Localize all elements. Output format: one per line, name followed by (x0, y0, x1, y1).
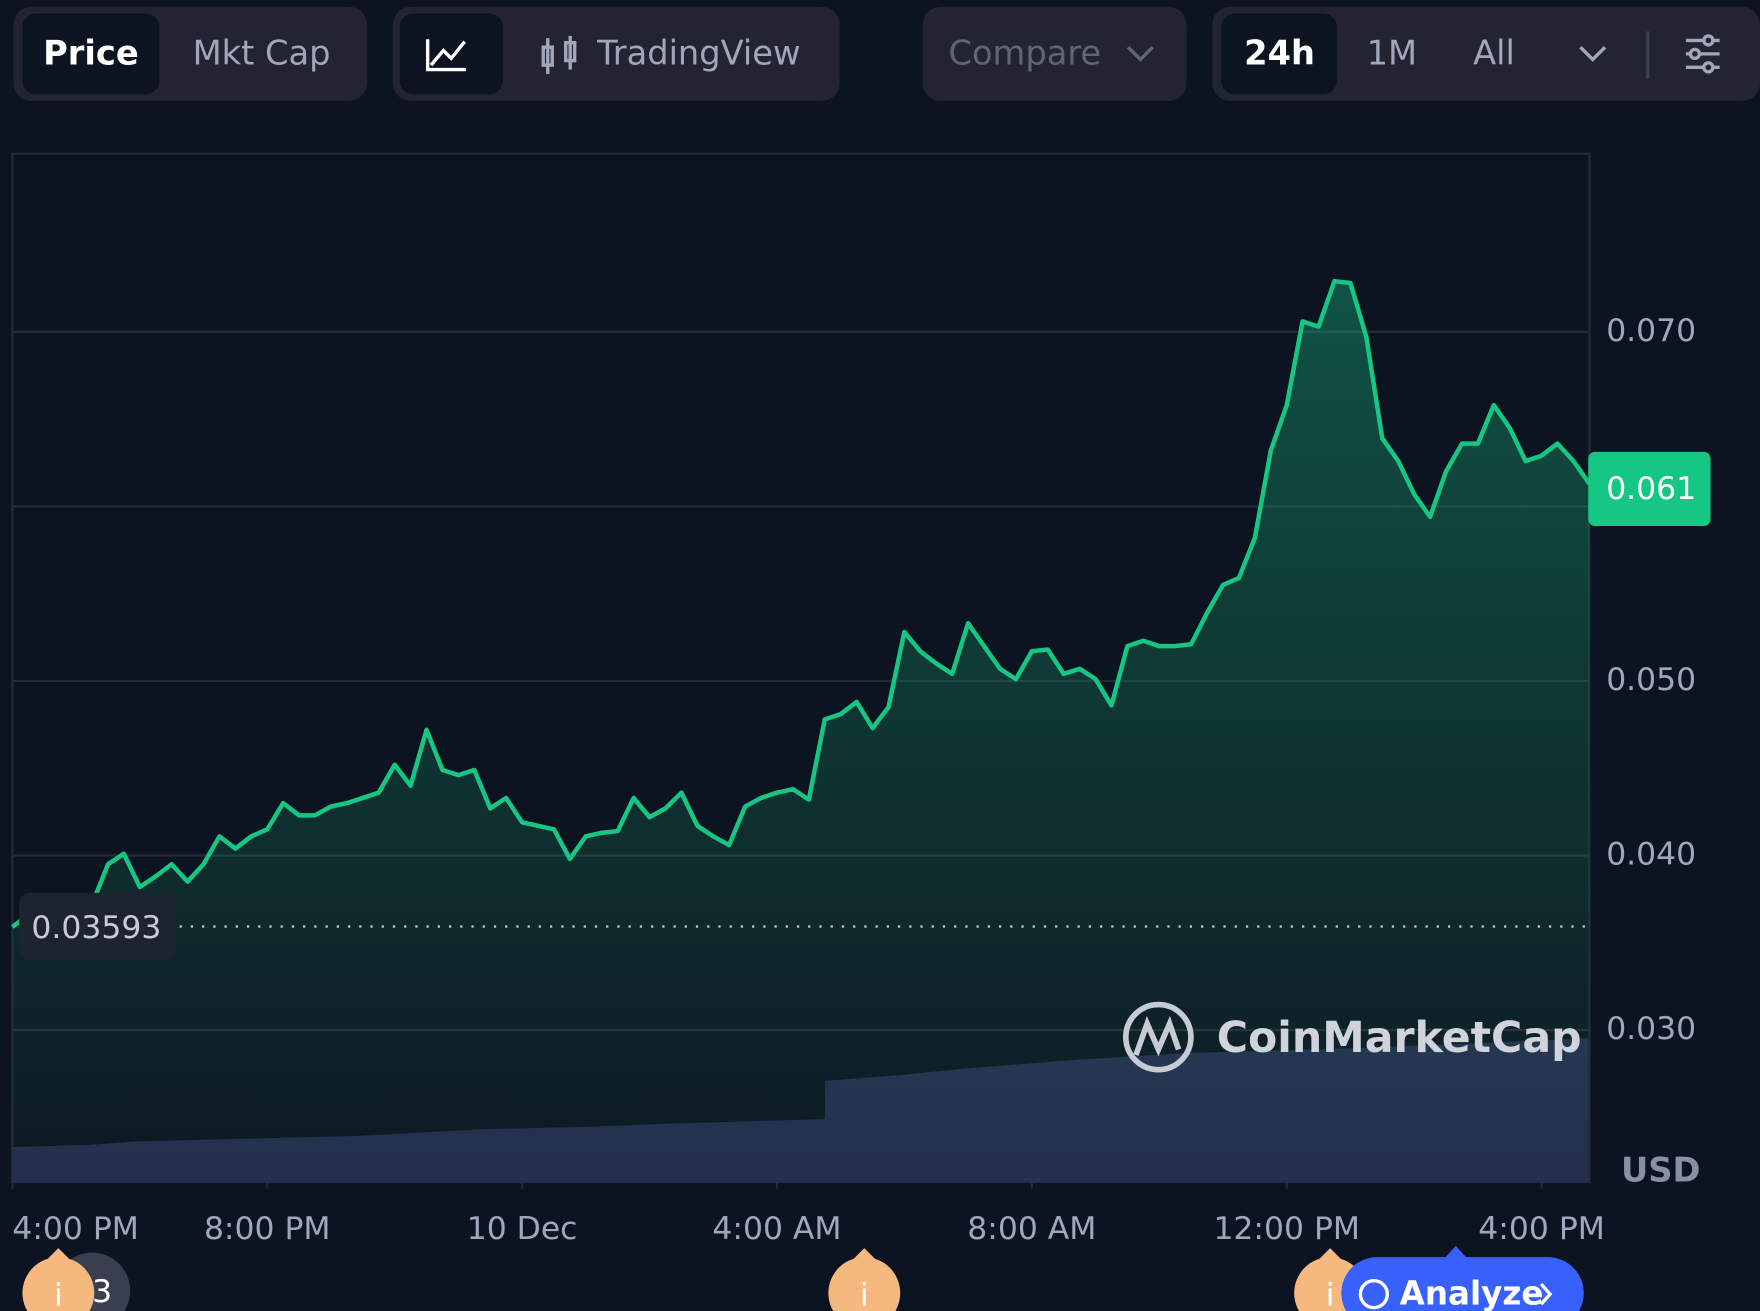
event-icon[interactable]: i (1326, 1277, 1335, 1311)
watermark-text: CoinMarketCap (1217, 1013, 1582, 1063)
y-unit: USD (1621, 1150, 1701, 1189)
range-active[interactable] (1221, 13, 1337, 95)
tab-price[interactable]: Price (43, 33, 139, 72)
chevron (1126, 45, 1154, 62)
event-icon[interactable]: i (860, 1277, 869, 1311)
analyze-label[interactable]: Analyze (1400, 1274, 1544, 1311)
analyze-pointer (1444, 1245, 1468, 1259)
range-1m[interactable]: 1M (1367, 33, 1417, 72)
x-tick-label: 8:00 PM (204, 1211, 331, 1247)
x-tick-label: 10 Dec (467, 1211, 578, 1247)
range-24h[interactable]: 24h (1244, 33, 1315, 72)
range-group (1212, 6, 1760, 102)
range-dropdown[interactable] (1579, 45, 1607, 62)
x-tick-label: 12:00 PM (1213, 1211, 1360, 1247)
x-tick-label: 8:00 AM (967, 1211, 1096, 1247)
compare-button[interactable] (922, 6, 1187, 102)
x-tick-label: 4:00 PM (12, 1211, 139, 1247)
baseline-label-box (19, 892, 177, 961)
tradingview-button[interactable]: TradingView (596, 33, 800, 72)
y-tick-label: 0.070 (1606, 313, 1696, 349)
current-price-badge (1588, 451, 1711, 526)
line-icon (425, 39, 467, 72)
x-tick-label: 4:00 PM (1478, 1211, 1605, 1247)
y-tick-label: 0.040 (1606, 836, 1696, 872)
analyze-button[interactable] (1341, 1257, 1584, 1311)
current-price-label: 0.061 (1606, 471, 1696, 507)
y-tick-label: 0.050 (1606, 662, 1696, 698)
analyze-icon (1358, 1279, 1390, 1310)
view-group (392, 6, 840, 102)
range-all[interactable]: All (1473, 33, 1515, 72)
tab-mktcap[interactable]: Mkt Cap (193, 33, 331, 72)
analyze-chevron (1539, 1282, 1553, 1306)
candle-icon (541, 35, 577, 75)
compare-label[interactable]: Compare (948, 33, 1101, 72)
plot (11, 278, 1592, 1182)
tab-active[interactable] (22, 13, 160, 95)
y-tick-label: 0.030 (1606, 1011, 1696, 1047)
watermark: CoinMarketCap (1123, 1001, 1582, 1073)
x-tick-label: 4:00 AM (712, 1211, 841, 1247)
price-area (12, 281, 1590, 1182)
line-view-button[interactable] (399, 13, 503, 95)
settings-button[interactable] (1685, 34, 1720, 74)
baseline-label: 0.03593 (31, 910, 161, 946)
event-count[interactable]: 3 (92, 1274, 112, 1310)
event-icon[interactable]: i (54, 1277, 63, 1311)
price-line (11, 278, 1592, 929)
